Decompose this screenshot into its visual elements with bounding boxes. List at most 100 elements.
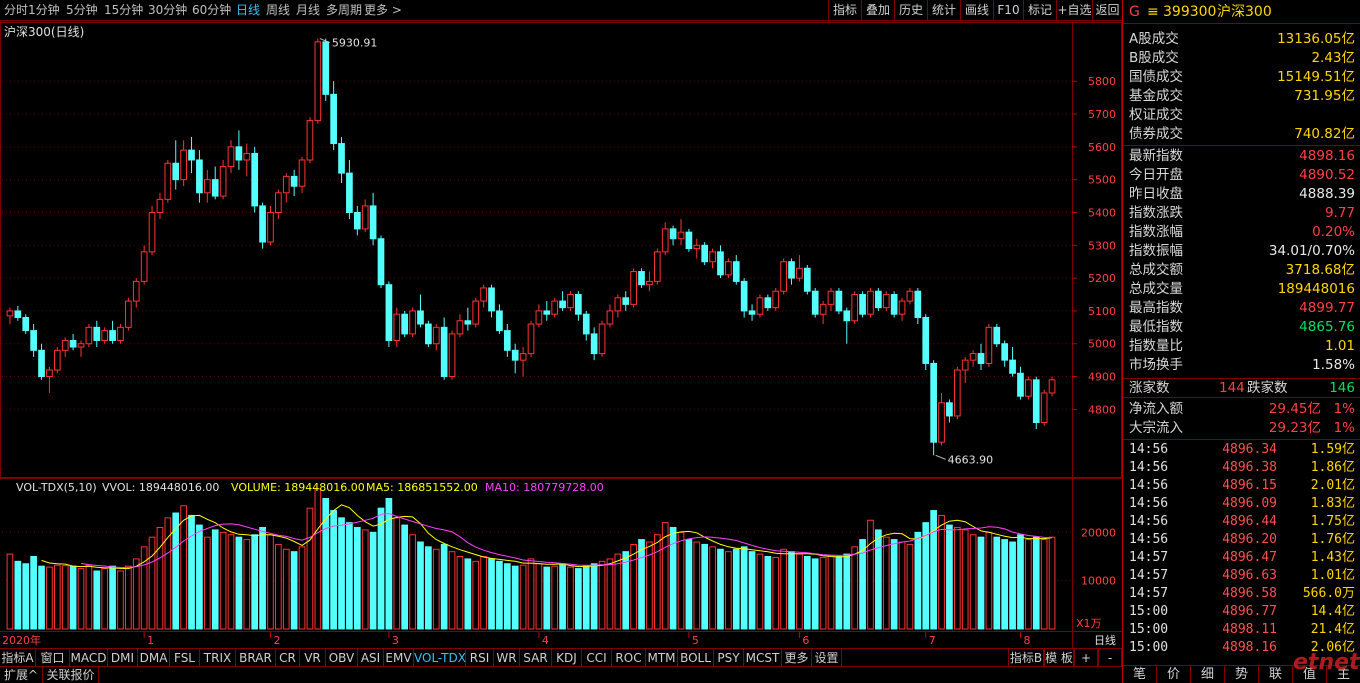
indicator-tab-2[interactable]: MACD	[70, 649, 108, 667]
year-label: 2020年	[2, 633, 41, 647]
indicator-tab-13[interactable]: VOL-TDX	[414, 649, 466, 667]
indicator-tab-3[interactable]: DMI	[108, 649, 138, 667]
candle-body	[464, 320, 472, 325]
indicator-tab-7[interactable]: BRAR	[236, 649, 276, 667]
indicator-tab-9[interactable]: VR	[300, 649, 326, 667]
timeframe-tab-10[interactable]: 更多 >	[364, 3, 402, 17]
chart-canvas[interactable]: 5800 5700 5600 5500 5400 5300 5200 5100 5000 4900…	[0, 22, 1122, 648]
candle-body	[14, 310, 22, 318]
index-label: 最新指数	[1129, 148, 1183, 164]
tool-button-2[interactable]: 历史	[894, 0, 927, 21]
volume-bar	[101, 568, 109, 630]
indicator-tab-0[interactable]: 指标A	[0, 649, 36, 667]
tick-time: 14:56	[1129, 478, 1169, 493]
tool-button-8[interactable]: 返回	[1092, 0, 1122, 21]
volume-bar	[993, 536, 1001, 630]
quote-tab-4[interactable]: 联	[1259, 666, 1293, 683]
timeframe-tab-4[interactable]: 30分钟	[148, 3, 188, 17]
template-tab-1[interactable]: 模 板	[1044, 649, 1074, 667]
candle-body	[109, 330, 116, 341]
indicator-tab-6[interactable]: TRIX	[200, 649, 236, 667]
candle-body	[543, 310, 551, 315]
candle-body	[796, 267, 803, 279]
indicator-tab-23[interactable]: MCST	[744, 649, 782, 667]
candle-body	[61, 339, 69, 351]
volume-bar	[330, 510, 337, 630]
indicator-tab-21[interactable]: BOLL	[678, 649, 714, 667]
indicator-tab-20[interactable]: MTM	[646, 649, 678, 667]
tick-volume: 1.86亿	[1310, 460, 1355, 475]
candle-body	[77, 343, 85, 348]
candle-body	[748, 310, 756, 315]
volume-bar	[740, 546, 748, 630]
indicator-tab-18[interactable]: CCI	[582, 649, 612, 667]
indicator-tab-17[interactable]: KDJ	[552, 649, 582, 667]
quote-tab-0[interactable]: 笔	[1123, 666, 1157, 683]
expand-tab[interactable]: 扩展^	[0, 667, 43, 683]
stock-name: 沪深300	[1217, 4, 1272, 20]
indicator-tab-10[interactable]: OBV	[326, 649, 358, 667]
candle-body	[527, 323, 535, 355]
timeframe-tab-1[interactable]: 1分钟	[28, 3, 60, 17]
tool-button-5[interactable]: F10	[993, 0, 1023, 21]
indicator-tab-24[interactable]: 更多	[782, 649, 812, 667]
indicator-tab-14[interactable]: RSI	[466, 649, 494, 667]
timeframe-tab-9[interactable]: 多周期	[326, 3, 363, 17]
volume-bar	[1001, 539, 1009, 630]
candle-body	[440, 326, 448, 378]
tool-button-1[interactable]: 叠加	[861, 0, 894, 21]
index-label: 指数量比	[1129, 338, 1183, 354]
candle-body	[669, 228, 677, 240]
candle-body	[472, 300, 480, 325]
volume-bar	[188, 514, 195, 630]
quote-tab-3[interactable]: 势	[1225, 666, 1259, 683]
timeframe-tab-3[interactable]: 15分钟	[104, 3, 144, 17]
indicator-tab-16[interactable]: SAR	[520, 649, 552, 667]
timeframe-tab-6[interactable]: 日线	[236, 3, 261, 17]
menu-icon[interactable]: ≡	[1147, 4, 1159, 20]
volume-bar	[235, 536, 243, 630]
timeframe-tab-7[interactable]: 周线	[266, 3, 291, 17]
candle-body	[819, 303, 827, 315]
indicator-tab-1[interactable]: 窗口	[36, 649, 70, 667]
volume-bar	[251, 534, 259, 630]
candle-body	[788, 261, 795, 279]
timeframe-tab-5[interactable]: 60分钟	[192, 3, 232, 17]
related-quotes-tab[interactable]: 关联报价	[43, 667, 99, 683]
indicator-tab-12[interactable]: EMV	[384, 649, 414, 667]
price-tick-label: 5300	[1088, 239, 1116, 252]
tool-button-6[interactable]: 标记	[1023, 0, 1056, 21]
indicator-tab-22[interactable]: PSY	[714, 649, 744, 667]
indicator-tab-15[interactable]: WR	[494, 649, 520, 667]
template-tab-3[interactable]: -	[1098, 649, 1122, 667]
kline-chart[interactable]: 5800 5700 5600 5500 5400 5300 5200 5100 5000 4900…	[0, 22, 1122, 648]
timeframe-tab-8[interactable]: 月线	[296, 3, 321, 17]
indicator-tab-8[interactable]: CR	[276, 649, 300, 667]
indicator-tab-5[interactable]: FSL	[170, 649, 200, 667]
indicator-tab-11[interactable]: ASI	[358, 649, 384, 667]
timeframe-tab-0[interactable]: 分时	[4, 3, 29, 17]
stat-value: 15149.51亿	[1277, 69, 1355, 85]
index-label: 最高指数	[1129, 300, 1183, 316]
volume-legend-ma5: MA5: 186851552.00	[366, 481, 478, 494]
candle-body	[811, 290, 819, 315]
indicator-tab-19[interactable]: ROC	[612, 649, 646, 667]
indicator-tab-25[interactable]: 设置	[812, 649, 842, 667]
tick-time: 15:00	[1129, 622, 1169, 637]
month-label: 5	[692, 634, 699, 647]
month-label: 4	[542, 634, 549, 647]
tool-button-4[interactable]: 画线	[960, 0, 993, 21]
quote-tab-2[interactable]: 细	[1191, 666, 1225, 683]
timeframe-tab-2[interactable]: 5分钟	[66, 3, 98, 17]
indicator-tab-4[interactable]: DMA	[138, 649, 170, 667]
quote-tab-5[interactable]: 值	[1293, 666, 1327, 683]
volume-bar	[843, 553, 851, 630]
template-tab-0[interactable]: 指标B	[1008, 649, 1044, 667]
tool-button-7[interactable]: +自选	[1056, 0, 1092, 21]
quote-tab-6[interactable]: 主	[1327, 666, 1360, 683]
tool-button-3[interactable]: 统计	[927, 0, 960, 21]
quote-tab-1[interactable]: 价	[1157, 666, 1191, 683]
template-tab-2[interactable]: +	[1074, 649, 1098, 667]
candle-body	[827, 290, 835, 305]
tool-button-0[interactable]: 指标	[828, 0, 861, 21]
